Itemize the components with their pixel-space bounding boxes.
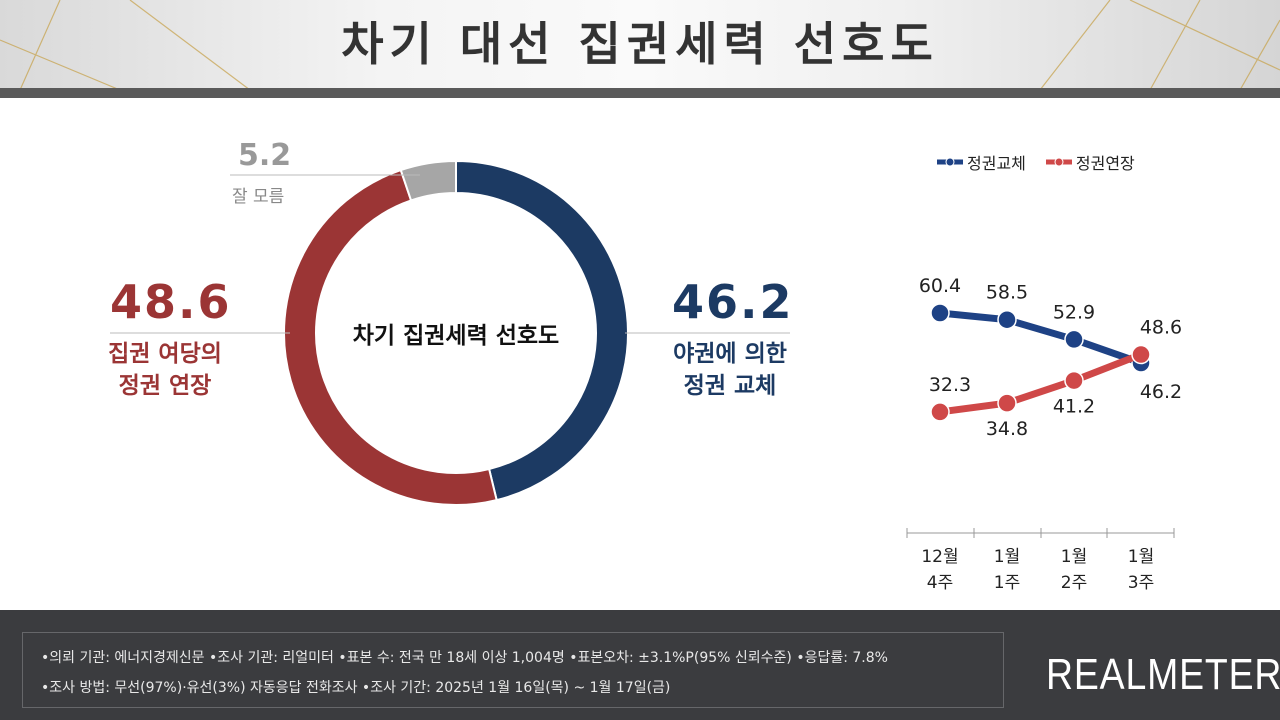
series-line	[939, 309, 1143, 367]
header-divider	[0, 88, 1280, 98]
x-tick-label: 4주	[927, 573, 953, 593]
line-chart: 12월 4주 1월 1주 1월 2주 1월 3주 60.4 58.5 52.9 46.2 32.3 34.…	[906, 275, 1182, 593]
legend-marker-icon	[1045, 157, 1072, 167]
gold-line-decoration	[0, 0, 1280, 90]
data-point	[930, 303, 950, 323]
survey-info-line: •조사 방법: 무선(97%)·유선(3%) 자동응답 전화조사 •조사 기간:…	[41, 680, 671, 696]
label-change: 야권에 의한 정권 교체	[665, 338, 795, 402]
survey-info-box: •의뢰 기관: 에너지경제신문 •조사 기관: 리얼미터 •표본 수: 전국 만…	[22, 632, 1004, 708]
value-unknown: 5.2	[238, 138, 292, 173]
page-title: 차기 대선 집권세력 선호도	[341, 17, 939, 71]
value-change: 46.2	[672, 275, 794, 329]
survey-info-line: •의뢰 기관: 에너지경제신문 •조사 기관: 리얼미터 •표본 수: 전국 만…	[41, 650, 888, 666]
data-point	[997, 309, 1017, 330]
label-line: 정권 연장	[118, 373, 212, 399]
data-point	[1064, 329, 1084, 350]
data-label: 41.2	[1053, 396, 1095, 418]
footer: •의뢰 기관: 에너지경제신문 •조사 기관: 리얼미터 •표본 수: 전국 만…	[0, 610, 1280, 720]
x-tick-label: 3주	[1128, 573, 1154, 593]
data-label: 58.5	[986, 282, 1028, 304]
label-extension: 집권 여당의 정권 연장	[100, 338, 230, 402]
data-label: 34.8	[986, 418, 1028, 440]
data-label: 60.4	[919, 275, 961, 297]
legend-marker-icon	[937, 157, 963, 167]
label-line: 집권 여당의	[108, 341, 222, 367]
x-tick-label: 1월	[994, 547, 1020, 567]
legend-item-extension: 정권연장	[1044, 150, 1135, 174]
data-point	[1131, 344, 1151, 365]
x-tick-label: 1월	[1061, 547, 1087, 567]
brand-logo: REALMETER	[1046, 650, 1280, 699]
data-label: 52.9	[1053, 301, 1095, 323]
legend-label: 정권연장	[1075, 154, 1135, 173]
data-label: 32.3	[929, 374, 971, 396]
data-point	[930, 402, 950, 422]
label-line: 정권 교체	[683, 373, 777, 399]
x-tick-label: 1주	[994, 573, 1020, 593]
value-extension: 48.6	[110, 275, 232, 329]
data-label: 46.2	[1140, 381, 1182, 403]
legend-label: 정권교체	[967, 154, 1026, 173]
legend-item-change: 정권교체	[935, 150, 1026, 174]
donut-chart	[110, 159, 790, 506]
legend: 정권교체 정권연장	[935, 150, 1135, 174]
x-tick-label: 12월	[921, 547, 958, 567]
x-tick-label: 1월	[1128, 547, 1154, 567]
label-line: 야권에 의한	[673, 341, 787, 367]
data-point	[1064, 370, 1084, 391]
x-tick-label: 2주	[1061, 573, 1087, 593]
label-unknown: 잘 모름	[232, 187, 285, 207]
donut-slice	[282, 168, 498, 506]
donut-slice	[399, 159, 457, 202]
donut-center-label: 차기 집권세력 선호도	[352, 323, 560, 349]
data-label: 48.6	[1140, 317, 1182, 339]
series-line	[939, 351, 1143, 416]
data-point	[997, 393, 1017, 413]
header: 차기 대선 집권세력 선호도	[0, 0, 1280, 90]
